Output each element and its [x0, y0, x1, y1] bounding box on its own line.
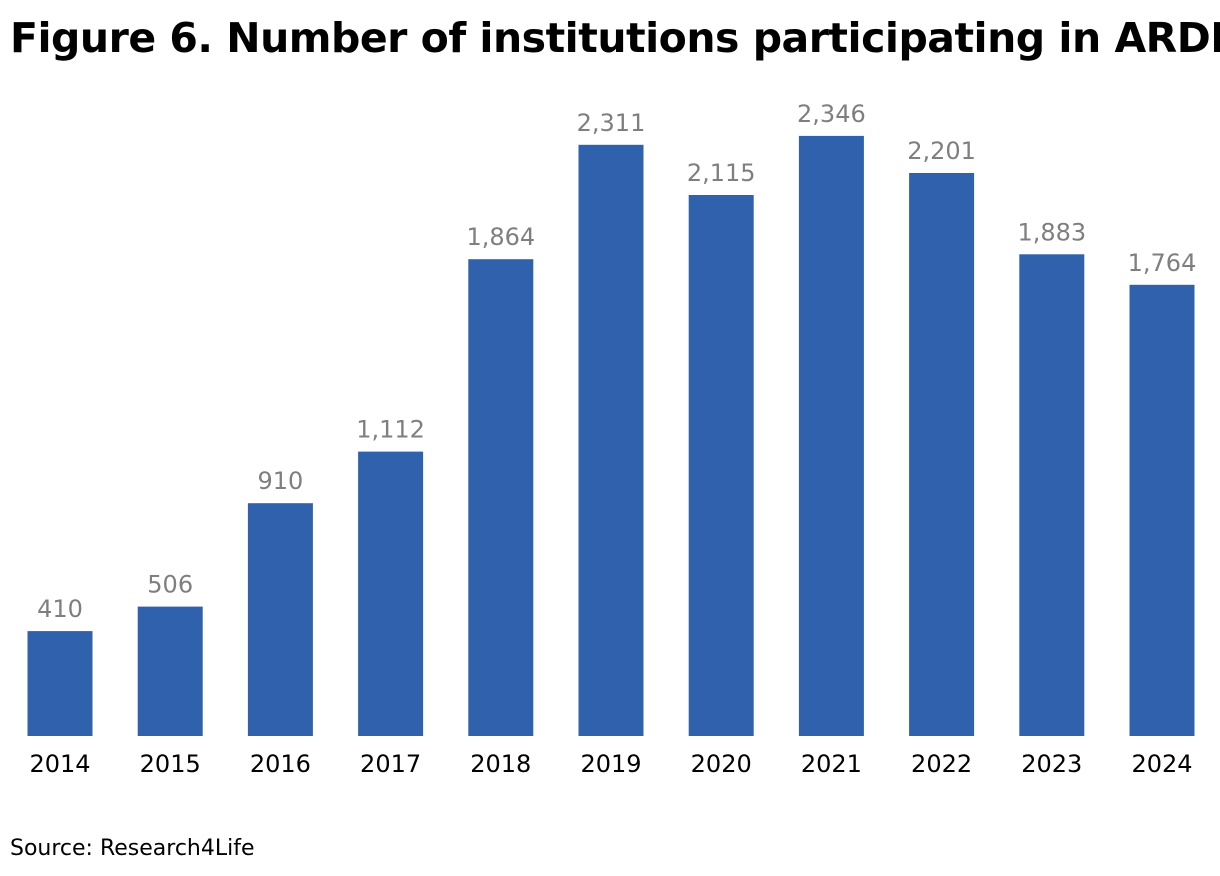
bar-2018 [468, 259, 534, 736]
bar-2024 [1129, 284, 1195, 736]
x-tick-label-2015: 2015 [140, 750, 201, 778]
value-label-2022: 2,201 [907, 137, 976, 165]
bar-2019 [578, 144, 644, 737]
x-tick-label-2021: 2021 [801, 750, 862, 778]
x-tick-label-2016: 2016 [250, 750, 311, 778]
chart-title: Figure 6. Number of institutions partici… [10, 14, 1220, 62]
x-tick-label-2022: 2022 [911, 750, 972, 778]
value-label-2014: 410 [37, 595, 83, 623]
value-label-2019: 2,311 [577, 109, 646, 137]
value-label-2021: 2,346 [797, 100, 866, 128]
bar-2023 [1019, 254, 1085, 737]
x-tick-label-2014: 2014 [29, 750, 90, 778]
source-note: Source: Research4Life [10, 836, 255, 861]
x-tick-label-2020: 2020 [691, 750, 752, 778]
bar-2017 [358, 451, 424, 736]
value-label-2018: 1,864 [466, 223, 535, 251]
x-tick-label-2023: 2023 [1021, 750, 1082, 778]
value-label-2020: 2,115 [687, 159, 756, 187]
x-tick-label-2024: 2024 [1131, 750, 1192, 778]
bar-2016 [247, 503, 313, 736]
value-label-2017: 1,112 [356, 416, 425, 444]
bar-2020 [688, 195, 754, 736]
bar-2021 [798, 135, 864, 736]
value-label-2015: 506 [147, 571, 193, 599]
value-label-2024: 1,764 [1128, 249, 1197, 277]
x-tick-label-2019: 2019 [580, 750, 641, 778]
value-label-2023: 1,883 [1017, 218, 1086, 246]
bar-2022 [909, 173, 975, 736]
x-tick-label-2018: 2018 [470, 750, 531, 778]
bar-2014 [27, 631, 93, 736]
bar-chart: 410 2014 506 2015 910 2016 1,112 2017 1,864 2018 2… [27, 100, 1197, 778]
bar-2015 [137, 606, 203, 736]
value-label-2016: 910 [257, 467, 303, 495]
x-tick-label-2017: 2017 [360, 750, 421, 778]
